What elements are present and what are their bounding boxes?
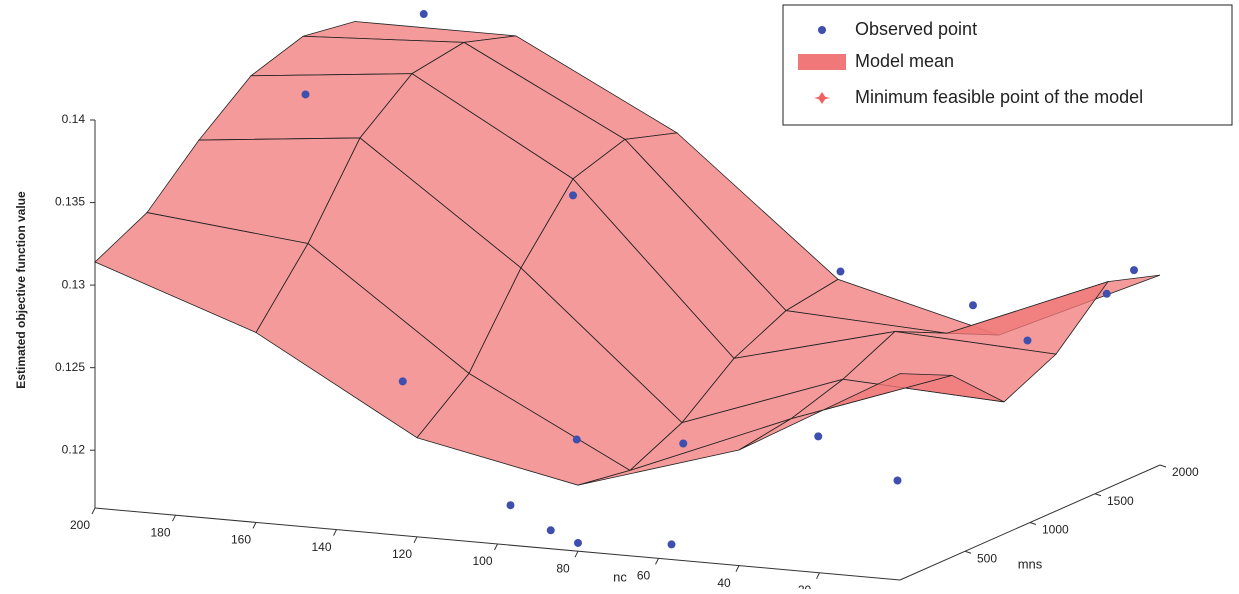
- x-axis-label: nc: [613, 569, 627, 584]
- legend-label: Model mean: [855, 51, 954, 71]
- observed-point: [679, 439, 688, 448]
- legend-label: Minimum feasible point of the model: [855, 87, 1143, 107]
- y-tick: [1094, 493, 1102, 497]
- legend-marker: [814, 92, 830, 104]
- z-tick-label: 0.14: [62, 112, 86, 126]
- surface-patch: [738, 373, 953, 451]
- x-tick-label: 160: [231, 533, 251, 547]
- y-tick-label: 1500: [1107, 494, 1134, 508]
- observed-point: [574, 538, 582, 547]
- x-tick: [91, 507, 96, 515]
- z-tick-label: 0.125: [55, 360, 85, 374]
- legend-marker: [818, 26, 826, 34]
- x-tick-label: 40: [717, 576, 731, 589]
- observed-point: [893, 476, 902, 485]
- x-tick: [574, 550, 579, 558]
- observed-point: [1130, 266, 1138, 275]
- x-tick: [816, 572, 820, 580]
- z-tick-label: 0.13: [62, 277, 86, 291]
- observed-point: [569, 191, 577, 200]
- x-tick: [172, 514, 176, 522]
- y-tick-label: 2000: [1172, 465, 1199, 479]
- x-tick: [413, 536, 418, 544]
- x-tick-label: 100: [472, 554, 492, 568]
- observed-point: [419, 10, 428, 19]
- x-tick: [494, 543, 498, 551]
- y-tick-label: 1000: [1042, 523, 1069, 537]
- z-tick-label: 0.135: [55, 195, 85, 209]
- z-axis-label: Estimated objective function value: [14, 191, 28, 389]
- observed-point: [1023, 336, 1032, 345]
- x-tick: [655, 558, 659, 565]
- observed-point: [301, 90, 310, 99]
- observed-point: [836, 267, 845, 276]
- observed-point: [814, 432, 823, 441]
- observed-point: [506, 501, 515, 510]
- observed-point: [572, 435, 581, 444]
- y-axis-label: mns: [1018, 556, 1043, 571]
- x-tick-label: 180: [150, 525, 170, 539]
- y-tick: [964, 550, 972, 554]
- y-tick-label: 500: [977, 551, 997, 565]
- x-tick-label: 60: [637, 569, 651, 583]
- y-tick: [1029, 522, 1037, 525]
- x-tick-label: 80: [556, 561, 570, 575]
- observed-point: [546, 526, 555, 535]
- y-tick: [1159, 464, 1167, 468]
- observed-point: [667, 540, 676, 549]
- x-tick: [252, 522, 257, 529]
- x-tick-label: 20: [798, 583, 812, 589]
- legend-box: [782, 4, 1233, 126]
- x-tick-label: 120: [392, 547, 412, 561]
- observed-point: [1102, 289, 1111, 298]
- x-tick: [735, 565, 740, 572]
- z-tick-label: 0.12: [62, 442, 86, 456]
- observed-point: [398, 377, 407, 386]
- observed-point: [969, 301, 977, 310]
- legend-label: Observed point: [855, 19, 977, 39]
- x-tick-label: 140: [311, 540, 331, 554]
- x-tick-label: 200: [70, 518, 90, 532]
- x-tick: [333, 529, 337, 536]
- legend-marker: [798, 54, 846, 70]
